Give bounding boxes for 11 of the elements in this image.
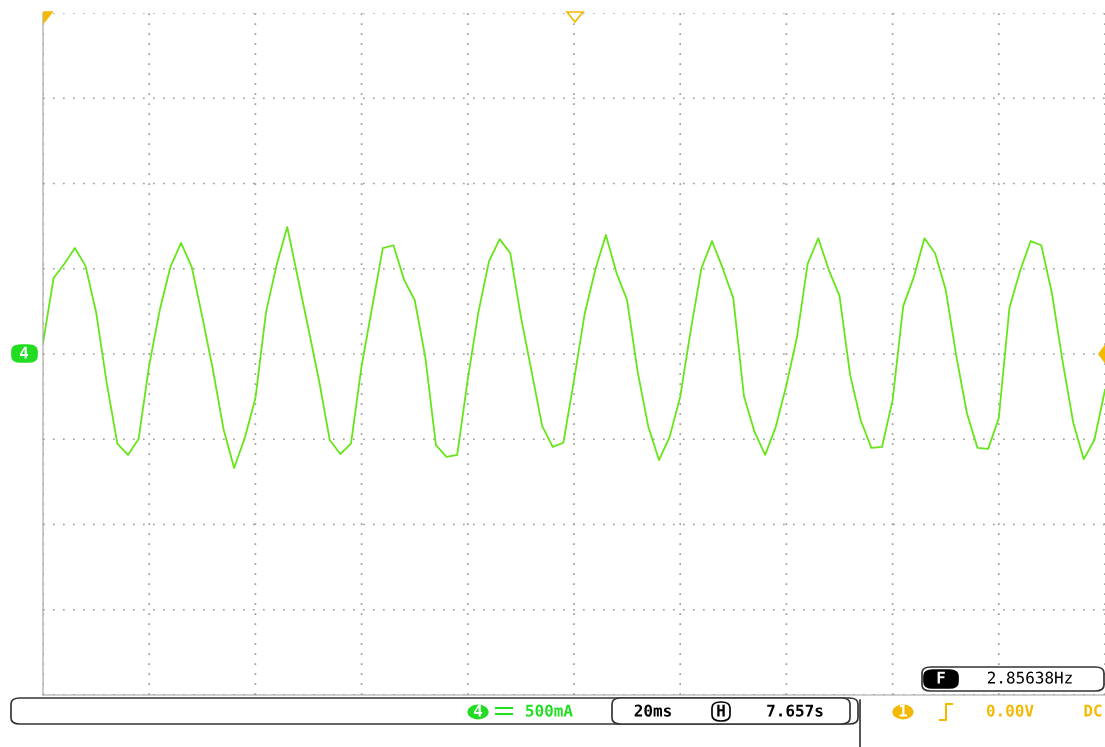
text: 4 [19,346,29,359]
text: 4 [473,704,483,717]
text: 0.00V [986,704,1034,717]
text: H [717,704,725,717]
text: 500mA [526,704,573,717]
text: 20ms [634,704,671,717]
annotation: F [937,671,945,684]
text: 1 [899,704,908,717]
annotation: 2.85638Hz [987,671,1072,684]
text: 7.657s [767,704,823,717]
text: DC [1084,704,1102,717]
